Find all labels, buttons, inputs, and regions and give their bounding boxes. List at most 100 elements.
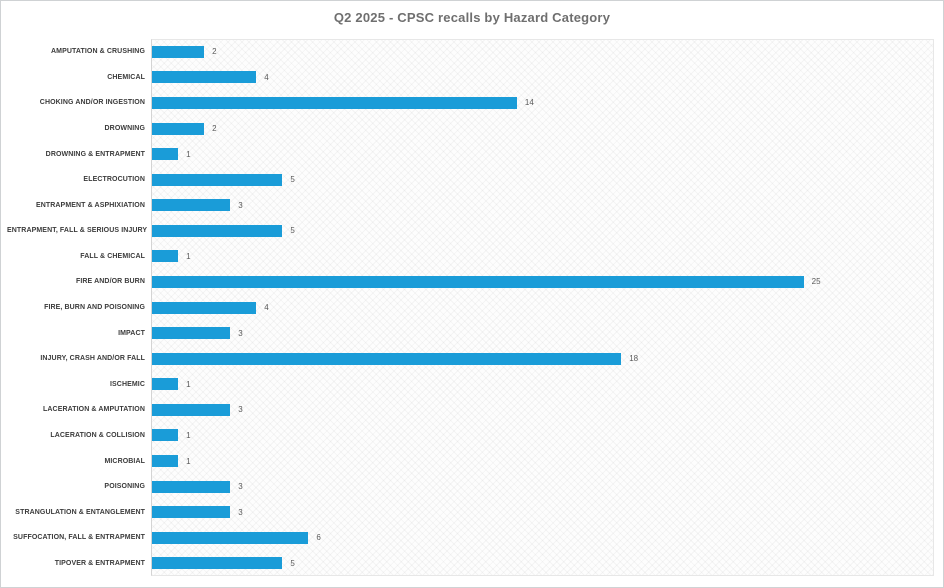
bar (152, 96, 517, 109)
chart-row: FALL & CHEMICAL 1 (7, 244, 934, 270)
chart-row: SUFFOCATION, FALL & ENTRAPMENT 6 (7, 525, 934, 551)
bar (152, 403, 231, 416)
chart-row: STRANGULATION & ENTANGLEMENT 3 (7, 499, 934, 525)
bar-track: 3 (152, 192, 934, 218)
bar-track: 14 (152, 90, 934, 116)
chart-row: AMPUTATION & CRUSHING 2 (7, 39, 934, 65)
category-label: TIPOVER & ENTRAPMENT (54, 559, 145, 567)
bar-track: 3 (152, 474, 934, 500)
bar-value-label: 3 (238, 405, 243, 415)
bar (152, 275, 804, 288)
bar (152, 71, 257, 84)
bar-track: 1 (152, 448, 934, 474)
chart-row: FIRE AND/OR BURN 25 (7, 269, 934, 295)
chart-row: MICROBIAL 1 (7, 448, 934, 474)
chart-row: CHEMICAL 4 (7, 65, 934, 91)
category-label: ENTRAPMENT & ASPHIXIATION (35, 201, 145, 209)
bar (152, 199, 231, 212)
category-label: INJURY, CRASH AND/OR FALL (40, 355, 145, 363)
bar (152, 455, 179, 468)
category-label: LACERATION & AMPUTATION (43, 406, 145, 414)
category-label: ISCHEMIC (109, 380, 145, 388)
bar-track: 25 (152, 269, 934, 295)
bar (152, 429, 179, 442)
category-label: CHOKING AND/OR INGESTION (39, 99, 145, 107)
bar-track: 1 (152, 372, 934, 398)
bar-track: 3 (152, 397, 934, 423)
bar (152, 122, 205, 135)
bar-track: 4 (152, 295, 934, 321)
bar-value-label: 1 (186, 251, 191, 261)
bar-value-label: 14 (524, 98, 534, 108)
plot-area-background (151, 39, 934, 576)
chart-row: ISCHEMIC 1 (7, 372, 934, 398)
bar (152, 148, 179, 161)
bar-track: 5 (152, 218, 934, 244)
bar-value-label: 25 (811, 277, 821, 287)
chart-row: LACERATION & COLLISION 1 (7, 423, 934, 449)
bar-value-label: 1 (186, 379, 191, 389)
bar-track: 3 (152, 320, 934, 346)
chart-row: POISONING 3 (7, 474, 934, 500)
bar-track: 5 (152, 167, 934, 193)
category-label: POISONING (104, 483, 145, 491)
category-label: FIRE, BURN AND POISONING (44, 304, 145, 312)
bar-value-label: 3 (238, 200, 243, 210)
bar-value-label: 5 (290, 558, 295, 568)
bar-track: 2 (152, 116, 934, 142)
bar (152, 506, 231, 519)
category-label: FIRE AND/OR BURN (75, 278, 145, 286)
bar-value-label: 2 (212, 124, 217, 134)
bar-track: 2 (152, 39, 934, 65)
chart-row: LACERATION & AMPUTATION 3 (7, 397, 934, 423)
chart-row: TIPOVER & ENTRAPMENT 5 (7, 551, 934, 577)
bar-value-label: 3 (238, 482, 243, 492)
bar (152, 480, 231, 493)
bar-value-label: 3 (238, 328, 243, 338)
chart-row: FIRE, BURN AND POISONING 4 (7, 295, 934, 321)
category-label: DROWNING & ENTRAPMENT (45, 150, 145, 158)
bar-track: 4 (152, 65, 934, 91)
chart-row: ENTRAPMENT & ASPHIXIATION 3 (7, 192, 934, 218)
bar-value-label: 5 (290, 175, 295, 185)
bar-track: 18 (152, 346, 934, 372)
bar-value-label: 18 (629, 354, 639, 364)
bar-value-label: 4 (264, 303, 269, 313)
bar (152, 352, 622, 365)
bar-track: 6 (152, 525, 934, 551)
category-label: STRANGULATION & ENTANGLEMENT (15, 508, 145, 516)
bar (152, 173, 283, 186)
category-label: IMPACT (118, 329, 145, 337)
bar-value-label: 1 (186, 456, 191, 466)
bar-value-label: 1 (186, 149, 191, 159)
bar-track: 3 (152, 499, 934, 525)
chart-row: IMPACT 3 (7, 320, 934, 346)
category-label: ELECTROCUTION (83, 176, 145, 184)
bar-value-label: 4 (264, 72, 269, 82)
bar-value-label: 1 (186, 430, 191, 440)
bar (152, 224, 283, 237)
bar-track: 5 (152, 551, 934, 577)
bar-track: 1 (152, 423, 934, 449)
category-label: LACERATION & COLLISION (50, 431, 145, 439)
bar (152, 531, 309, 544)
category-label: SUFFOCATION, FALL & ENTRAPMENT (13, 534, 145, 542)
category-label: DROWNING (104, 125, 145, 133)
chart-row: ELECTROCUTION 5 (7, 167, 934, 193)
chart-row: DROWNING 2 (7, 116, 934, 142)
bar (152, 378, 179, 391)
chart-row: ENTRAPMENT, FALL & SERIOUS INJURY 5 (7, 218, 934, 244)
chart-row: INJURY, CRASH AND/OR FALL 18 (7, 346, 934, 372)
chart-row: CHOKING AND/OR INGESTION 14 (7, 90, 934, 116)
category-label: MICROBIAL (104, 457, 145, 465)
bar-value-label: 6 (316, 533, 321, 543)
bar-track: 1 (152, 244, 934, 270)
bar (152, 250, 179, 263)
bar (152, 45, 205, 58)
bar (152, 301, 257, 314)
bar-value-label: 3 (238, 507, 243, 517)
category-label: ENTRAPMENT, FALL & SERIOUS INJURY (7, 227, 148, 235)
chart-rows: AMPUTATION & CRUSHING 2 CHEMICAL 4 CHOKING A… (7, 39, 934, 576)
chart-row: DROWNING & ENTRAPMENT 1 (7, 141, 934, 167)
